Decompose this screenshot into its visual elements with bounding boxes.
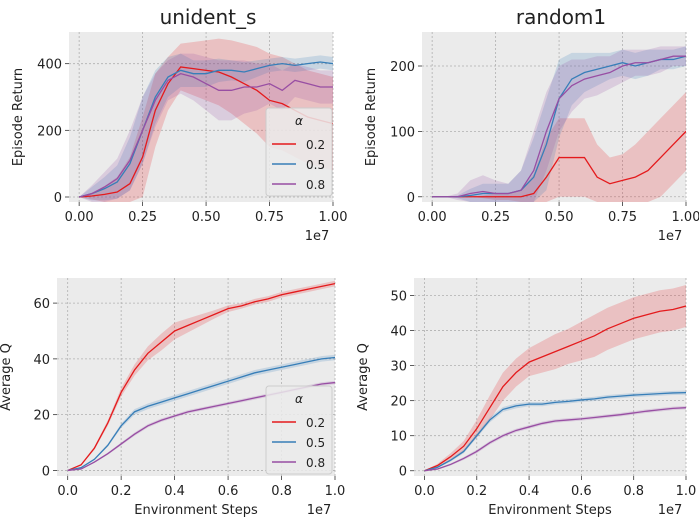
series-line-0.8	[432, 55, 686, 198]
y-tick-label: 60	[33, 297, 50, 312]
series-band-0.2	[432, 92, 686, 202]
x-offset-label: 1e7	[658, 229, 683, 244]
x-tick-label: 0.0	[414, 484, 435, 499]
legend-box	[265, 107, 333, 197]
legend-title: α	[295, 114, 303, 128]
chart-panel-0: 0.00 0.25 0.50 0.75 1.00 0 200 400 1e7 Episode Re…	[11, 32, 347, 244]
x-tick-label: 0.8	[271, 484, 292, 499]
x-tick-label: 0.4	[164, 484, 185, 499]
x-tick-label: 1.0	[325, 484, 346, 499]
x-tick-label: 0.00	[65, 210, 94, 225]
series-band-0.5	[79, 53, 333, 201]
y-tick-label: 40	[33, 353, 50, 368]
legend-title: α	[295, 392, 303, 406]
series-band-0.2	[79, 38, 333, 202]
x-tick-label: 0.0	[57, 484, 78, 499]
x-axis-label: Environment Steps	[488, 503, 612, 518]
x-tick-label: 0.75	[608, 210, 637, 225]
series-line-0.8	[424, 407, 686, 472]
series-band-0.2	[424, 285, 686, 471]
x-offset-label: 1e7	[658, 503, 683, 518]
x-offset-label: 1e7	[305, 229, 330, 244]
plot-area	[414, 278, 686, 476]
chart-panel-1: 0.00 0.25 0.50 0.75 1.00 0 100 200 1e7 Episode Re…	[364, 32, 699, 244]
legend-label: 0.5	[306, 158, 325, 172]
series-line-0.5	[78, 61, 333, 198]
series-line-0.2	[424, 305, 686, 472]
legend-box	[265, 385, 333, 475]
y-tick-label: 200	[390, 60, 415, 75]
series-line-0.5	[424, 391, 686, 472]
y-axis-label: Average Q	[0, 343, 14, 411]
y-tick-label: 20	[33, 409, 50, 424]
series-band-0.8	[432, 46, 686, 202]
x-tick-label: 1.00	[319, 210, 348, 225]
series-line-0.8	[78, 72, 333, 198]
series-line-0.2	[67, 282, 335, 472]
legend-label: 0.8	[306, 456, 325, 470]
x-tick-label: 0.6	[218, 484, 239, 499]
y-tick-label: 40	[390, 325, 407, 340]
series-line-0.5	[67, 356, 335, 472]
series-band-0.5	[432, 46, 686, 202]
y-tick-label: 0	[399, 465, 407, 480]
x-tick-label: 0.4	[519, 484, 540, 499]
y-tick-label: 10	[390, 430, 407, 445]
series-band-0.2	[67, 280, 335, 471]
legend-label: 0.2	[306, 416, 325, 430]
x-tick-label: 0.50	[545, 210, 574, 225]
y-axis-label: Episode Return	[364, 68, 379, 166]
chart-title: unident_s	[160, 5, 257, 29]
series-line-0.2	[432, 130, 686, 198]
x-offset-label: 1e7	[307, 503, 332, 518]
plot-series-group	[424, 285, 686, 472]
y-tick-label: 200	[37, 124, 62, 139]
chart-panel-top-right: random1	[516, 5, 606, 29]
x-tick-label: 0.6	[571, 484, 592, 499]
x-axis-label: Environment Steps	[134, 503, 258, 518]
x-tick-label: 0.2	[466, 484, 487, 499]
legend-label: 0.8	[306, 178, 325, 192]
y-tick-label: 400	[37, 58, 62, 73]
y-axis-label: Average Q	[356, 343, 371, 411]
x-tick-label: 0.50	[192, 210, 221, 225]
x-tick-label: 0.25	[128, 210, 157, 225]
y-axis-label: Episode Return	[11, 68, 26, 166]
legend: α0.2 0.5 0.8	[265, 385, 333, 475]
y-tick-label: 30	[390, 360, 407, 375]
series-band-0.8	[79, 53, 333, 202]
x-tick-label: 0.00	[418, 210, 447, 225]
plot-series-group	[432, 46, 686, 202]
y-tick-label: 0	[54, 191, 62, 206]
legend-label: 0.5	[306, 436, 325, 450]
y-tick-label: 0	[407, 191, 415, 206]
x-tick-label: 0.8	[623, 484, 644, 499]
chart-title: random1	[516, 5, 606, 29]
y-tick-label: 100	[390, 125, 415, 140]
x-tick-label: 1.00	[672, 210, 699, 225]
legend: α0.2 0.5 0.8	[265, 107, 333, 197]
chart-panel-top-left: unident_s	[160, 5, 257, 29]
x-tick-label: 0.2	[111, 484, 132, 499]
chart-panel-3: 0.0 0.2 0.4 0.6 0.8 1.0 0 10 20 30 40 50 1e7 Average …	[356, 278, 696, 518]
x-tick-label: 1.0	[676, 484, 697, 499]
x-tick-label: 0.75	[255, 210, 284, 225]
x-tick-label: 0.25	[481, 210, 510, 225]
y-tick-label: 0	[42, 464, 50, 479]
y-tick-label: 20	[390, 395, 407, 410]
legend-label: 0.2	[306, 138, 325, 152]
y-tick-label: 50	[390, 290, 407, 305]
